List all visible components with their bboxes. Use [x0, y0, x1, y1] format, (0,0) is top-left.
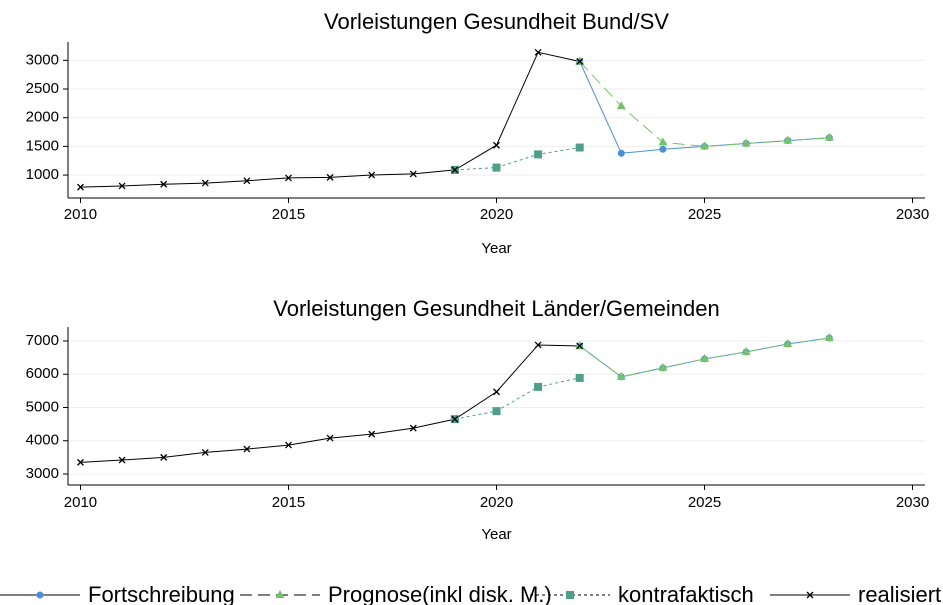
x-tick-label: 2010 [64, 494, 97, 511]
marker [783, 338, 793, 347]
marker [368, 171, 376, 179]
marker [700, 353, 710, 362]
marker [493, 141, 500, 149]
marker [77, 458, 84, 466]
series-line [80, 51, 580, 188]
marker [741, 346, 751, 355]
marker [451, 415, 459, 423]
x-tick-label: 2020 [480, 494, 513, 511]
series-line [80, 344, 580, 463]
marker [285, 174, 292, 182]
marker [534, 150, 543, 159]
y-tick-label: 7000 [26, 332, 59, 349]
marker [824, 332, 834, 341]
marker [617, 149, 625, 157]
marker [118, 456, 126, 464]
chart-title: Vorleistungen Gesundheit Länder/Gemeinde… [273, 296, 719, 321]
marker [575, 340, 585, 349]
marker [285, 441, 292, 449]
x-axis-label: Year [481, 240, 511, 257]
chart-title: Vorleistungen Gesundheit Bund/SV [324, 9, 669, 34]
marker [118, 182, 126, 190]
marker [616, 371, 626, 380]
x-tick-label: 2025 [688, 206, 721, 223]
y-tick-label: 5000 [26, 398, 59, 415]
marker [658, 137, 668, 146]
series-line [454, 147, 580, 171]
y-tick-label: 2500 [26, 80, 59, 97]
marker [575, 143, 584, 152]
series-line [579, 61, 830, 154]
x-tick-label: 2025 [688, 494, 721, 511]
marker [576, 58, 584, 65]
marker [492, 163, 501, 172]
series-line [454, 377, 580, 420]
x-tick-label: 2030 [896, 494, 929, 511]
marker [575, 56, 585, 65]
marker [275, 590, 285, 598]
y-tick-label: 6000 [26, 365, 59, 382]
x-tick-label: 2020 [480, 206, 513, 223]
marker [201, 179, 209, 187]
marker [493, 388, 500, 396]
y-tick-label: 3000 [26, 465, 59, 482]
marker [566, 591, 574, 599]
marker [201, 448, 209, 456]
marker [616, 101, 626, 110]
y-tick-label: 2000 [26, 109, 59, 126]
marker [492, 407, 501, 416]
marker [534, 341, 542, 349]
marker [326, 173, 334, 181]
y-tick-label: 1500 [26, 137, 59, 154]
marker [36, 591, 44, 599]
marker [409, 424, 417, 432]
x-tick-label: 2030 [896, 206, 929, 223]
marker [160, 453, 168, 461]
marker [824, 132, 834, 141]
marker [658, 362, 668, 371]
y-tick-label: 4000 [26, 432, 59, 449]
x-axis-label: Year [481, 526, 511, 543]
marker [160, 180, 168, 188]
marker [368, 430, 376, 438]
x-tick-label: 2015 [272, 206, 305, 223]
marker [243, 177, 251, 185]
marker [575, 373, 584, 382]
marker [659, 145, 667, 153]
x-tick-label: 2015 [272, 494, 305, 511]
marker [741, 138, 751, 147]
marker [806, 591, 814, 599]
marker [451, 166, 459, 174]
legend-label: Fortschreibung [88, 582, 235, 605]
y-tick-label: 1000 [26, 166, 59, 183]
marker [77, 183, 84, 191]
marker [409, 170, 417, 178]
marker [700, 141, 710, 150]
marker [326, 434, 334, 442]
marker [243, 445, 251, 453]
marker [534, 48, 542, 56]
series-line [579, 61, 830, 147]
x-tick-label: 2010 [64, 206, 97, 223]
marker [534, 382, 543, 391]
marker [783, 135, 793, 144]
y-tick-label: 3000 [26, 51, 59, 68]
legend-label: kontrafaktisch [618, 582, 754, 605]
marker [576, 342, 584, 350]
legend-label: Prognose(inkl disk. M.) [328, 582, 552, 605]
legend-label: realisiert [858, 582, 941, 605]
